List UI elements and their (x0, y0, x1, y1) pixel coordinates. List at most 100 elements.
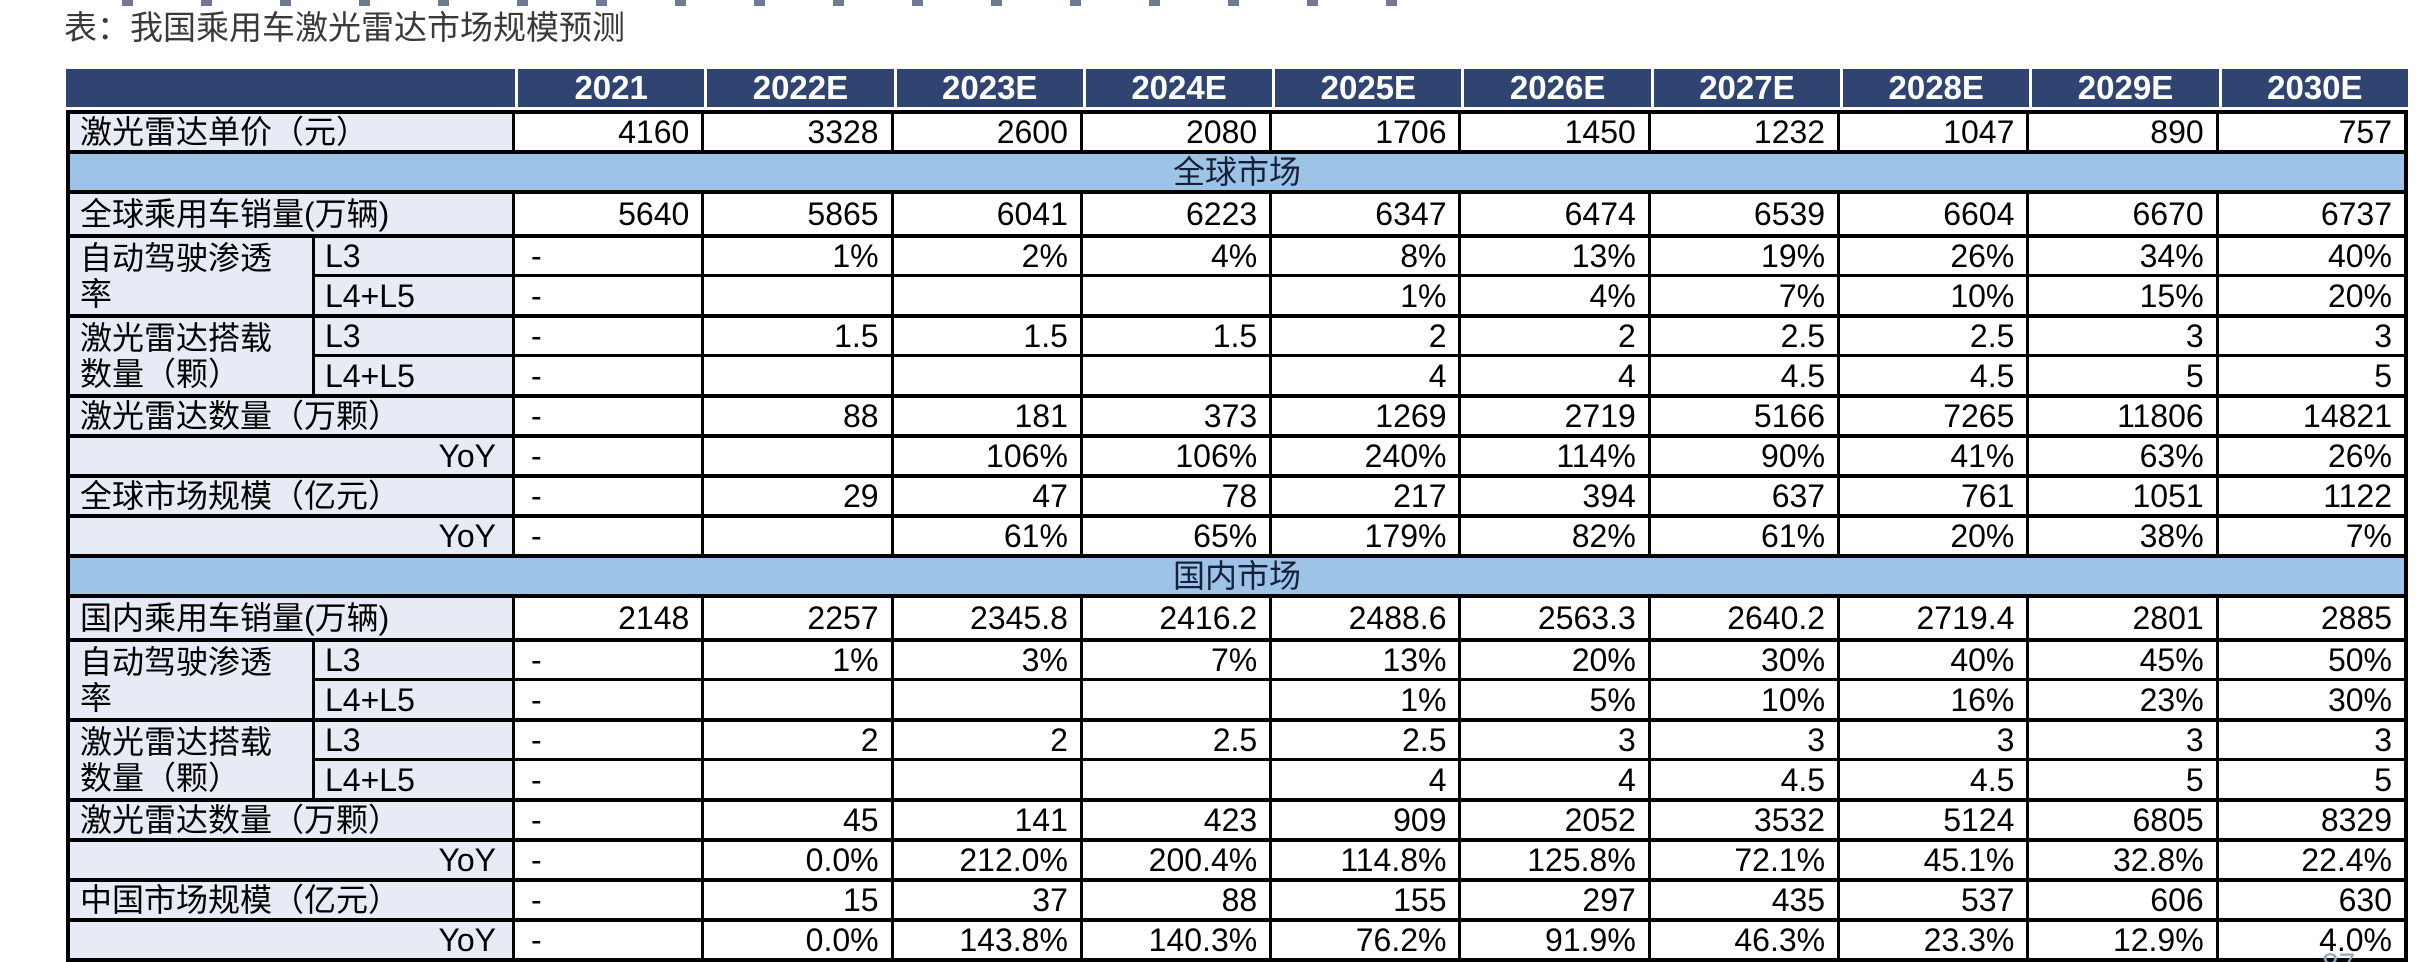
cell-r4-c8: 10% (1840, 274, 2030, 314)
page-title: 表：我国乘用车激光雷达市场规模预测 (64, 9, 625, 46)
cell-r19-c8: 537 (1840, 878, 2030, 918)
cell-r15-c6: 3 (1461, 718, 1651, 758)
table-row: L4+L5- 1% 4% 7% 10% 15% 20% (66, 274, 2408, 314)
cell-r8-c10: 26% (2218, 434, 2408, 474)
cell-r17-c1: - (515, 798, 705, 838)
cell-r20-c10: 4.0% (2218, 918, 2408, 962)
cell-r2-c1: 5640 (515, 194, 705, 234)
cell-r3-c8: 26% (1840, 234, 2030, 274)
table-row: L4+L5-4 4 4.5 4.5 5 5 (66, 354, 2408, 394)
cell-r15-c9: 3 (2029, 718, 2219, 758)
cell-r0-c3: 2600 (893, 110, 1083, 150)
row-label: 自动驾驶渗透 率 (66, 638, 315, 718)
cell-r0-c8: 1047 (1840, 110, 2030, 150)
cell-r4-c6: 4% (1461, 274, 1651, 314)
cell-r6-c2 (704, 354, 894, 394)
cell-r4-c1: - (515, 274, 705, 314)
cell-r5-c9: 3 (2029, 314, 2219, 354)
cell-r12-c2: 2257 (704, 598, 894, 638)
cell-r13-c5: 13% (1272, 638, 1462, 678)
year-header-2023E: 2023E (893, 69, 1083, 110)
cell-r20-c5: 76.2% (1272, 918, 1462, 962)
cell-r18-c8: 45.1% (1840, 838, 2030, 878)
table-row: 激光雷达搭载 数量（颗） L3-1.5 1.5 1.5 2 2 2.5 2.5 3 3 (66, 314, 2408, 394)
cell-r17-c9: 6805 (2029, 798, 2219, 838)
cell-r16-c9: 5 (2029, 758, 2219, 798)
section-header: 国内市场 (66, 554, 2408, 598)
row-sublabel-L3: L3 (315, 234, 515, 274)
cell-r3-c6: 13% (1461, 234, 1651, 274)
table-row: 自动驾驶渗透 率 L3-1% 2% 4% 8% 13% 19% 26% 34% 40% (66, 234, 2408, 314)
cell-r9-c1: - (515, 474, 705, 514)
cell-r7-c3: 181 (893, 394, 1083, 434)
table-row: 激光雷达数量（万颗） -45 141 423 909 2052 3532 5124 6805 83… (66, 798, 2408, 838)
cell-r12-c5: 2488.6 (1272, 598, 1462, 638)
cell-r7-c5: 1269 (1272, 394, 1462, 434)
yoy-row-label: YoY (66, 918, 515, 962)
cell-r14-c1: - (515, 678, 705, 718)
cell-r16-c7: 4.5 (1650, 758, 1841, 798)
cell-r20-c7: 46.3% (1650, 918, 1841, 962)
row-label: 激光雷达单价（元） (66, 110, 515, 150)
cell-r0-c5: 1706 (1272, 110, 1462, 150)
cell-r15-c5: 2.5 (1272, 718, 1462, 758)
cell-r13-c3: 3% (893, 638, 1083, 678)
cell-r4-c4 (1082, 274, 1273, 314)
table-row: 中国市场规模（亿元） -15 37 88 155 297 435 537 606 630 (66, 878, 2408, 918)
row-sublabel-L4+L5: L4+L5 (315, 758, 515, 798)
cell-r20-c6: 91.9% (1461, 918, 1651, 962)
year-header-2024E: 2024E (1082, 69, 1273, 110)
cell-r12-c3: 2345.8 (893, 598, 1083, 638)
cell-r17-c5: 909 (1272, 798, 1462, 838)
row-label: 激光雷达搭载 数量（颗） (66, 718, 315, 798)
cell-r17-c7: 3532 (1650, 798, 1841, 838)
cell-r19-c5: 155 (1272, 878, 1462, 918)
cell-r6-c3 (893, 354, 1083, 394)
cell-r2-c7: 6539 (1650, 194, 1841, 234)
row-label: 自动驾驶渗透 率 (66, 234, 315, 314)
table-row: YoY -0.0% 143.8% 140.3% 76.2% 91.9% 46.3% 23.3%… (66, 918, 2408, 962)
cell-r13-c8: 40% (1840, 638, 2030, 678)
cell-r14-c8: 16% (1840, 678, 2030, 718)
cell-r15-c8: 3 (1840, 718, 2030, 758)
cell-r12-c7: 2640.2 (1650, 598, 1841, 638)
cell-r2-c5: 6347 (1272, 194, 1462, 234)
cell-r2-c10: 6737 (2218, 194, 2408, 234)
cell-r18-c9: 32.8% (2029, 838, 2219, 878)
cell-r7-c2: 88 (704, 394, 894, 434)
cell-r10-c8: 20% (1840, 514, 2030, 554)
cell-r13-c7: 30% (1650, 638, 1841, 678)
section-row: 全球市场 (66, 150, 2408, 194)
cell-r16-c1: - (515, 758, 705, 798)
cell-r9-c7: 637 (1650, 474, 1841, 514)
cell-r5-c10: 3 (2218, 314, 2408, 354)
cell-r3-c5: 8% (1272, 234, 1462, 274)
cell-r9-c6: 394 (1461, 474, 1651, 514)
cell-r5-c4: 1.5 (1082, 314, 1273, 354)
cell-r20-c2: 0.0% (704, 918, 894, 962)
section-header: 全球市场 (66, 150, 2408, 194)
cell-r0-c9: 890 (2029, 110, 2219, 150)
cell-r16-c10: 5 (2218, 758, 2408, 798)
cell-r3-c1: - (515, 234, 705, 274)
cell-r10-c3: 61% (893, 514, 1083, 554)
cell-r18-c10: 22.4% (2218, 838, 2408, 878)
cell-r5-c3: 1.5 (893, 314, 1083, 354)
cell-r14-c9: 23% (2029, 678, 2219, 718)
cell-r16-c2 (704, 758, 894, 798)
cell-r9-c9: 1051 (2029, 474, 2219, 514)
cell-r8-c7: 90% (1650, 434, 1841, 474)
cell-r13-c6: 20% (1461, 638, 1651, 678)
cell-r6-c9: 5 (2029, 354, 2219, 394)
cell-r15-c4: 2.5 (1082, 718, 1273, 758)
page-number-fragment: 87 (2322, 948, 2392, 962)
cell-r4-c9: 15% (2029, 274, 2219, 314)
cell-r14-c2 (704, 678, 894, 718)
cell-r15-c10: 3 (2218, 718, 2408, 758)
cell-r14-c4 (1082, 678, 1273, 718)
cell-r18-c3: 212.0% (893, 838, 1083, 878)
year-header-2029E: 2029E (2029, 69, 2219, 110)
cell-r19-c9: 606 (2029, 878, 2219, 918)
cell-r20-c3: 143.8% (893, 918, 1083, 962)
table-row: 自动驾驶渗透 率 L3-1% 3% 7% 13% 20% 30% 40% 45% 50% (66, 638, 2408, 718)
